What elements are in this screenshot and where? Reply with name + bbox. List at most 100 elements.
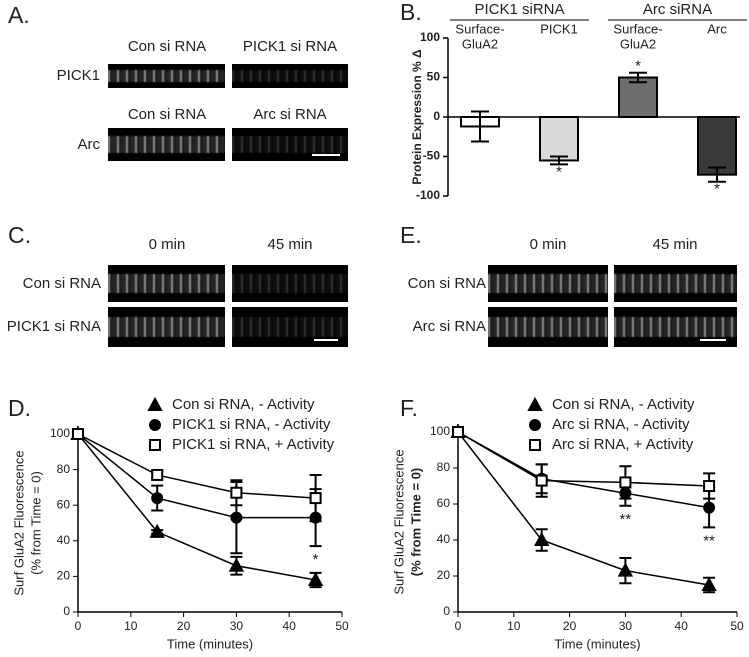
panel-label: F. [400,395,418,421]
data-point [452,426,464,438]
panel-label: A. [8,2,30,28]
x-tick-label: 20 [563,619,577,633]
data-point [151,468,164,481]
y-tick-label: 50 [427,70,441,84]
data-point [309,492,322,505]
significance: ** [620,511,632,528]
data-point [535,474,548,487]
data-point [703,480,716,492]
y-tick-label: 80 [57,462,71,476]
error-bar [471,110,489,143]
legend-label: Con si RNA, - Activity [552,396,695,413]
data-point [701,576,717,591]
column-title: 45 min [652,236,698,253]
micrograph [232,307,348,347]
data-point [703,501,716,514]
row-label: Con si RNA [407,275,486,292]
y-tick-label: 60 [57,497,71,511]
group-label: Arc siRNA [643,1,712,18]
legend-marker [529,439,541,451]
y-tick-label: 60 [437,496,451,510]
column-title: Arc si RNA [253,106,327,123]
legend-label: Arc si RNA, - Activity [552,416,690,433]
row-label: Con si RNA [22,275,101,292]
y-axis-label: Surf GluA2 Fluorescence [391,449,406,594]
y-tick-label: 80 [437,460,451,474]
error-bar [629,71,647,84]
micrograph [488,307,608,347]
x-axis-label: Time (minutes) [554,636,640,651]
panel-label: C. [8,222,31,248]
column-title: Con si RNA [127,38,207,55]
data-point [72,428,84,440]
x-tick-label: 30 [619,619,633,633]
significance: * [635,58,641,75]
series-line [457,431,710,487]
micrograph [232,265,348,302]
y-tick-label: 100 [420,30,440,44]
significance: ** [703,532,715,549]
bar [697,116,737,176]
y-tick-label: 40 [437,532,451,546]
series-line [457,431,710,509]
x-tick-label: 20 [177,619,191,633]
x-tick-label: 40 [675,619,689,633]
panel-label: D. [8,395,31,421]
data-point [534,531,550,546]
y-tick-label: -50 [423,149,441,163]
series-line [457,431,710,586]
y-tick-label: 0 [433,109,440,123]
series-line [77,433,316,499]
y-tick-label: -100 [416,188,440,202]
column-title: PICK1 si RNA [242,38,338,55]
panel-label: B. [400,0,422,25]
scale-bar [700,339,726,341]
column-title: 45 min [267,236,313,253]
micrograph [614,265,737,302]
y-axis-label: Surf GluA2 Fluorescence [11,450,26,595]
x-tick-label: 40 [283,619,297,633]
x-tick-label: 0 [75,619,82,633]
micrograph [108,128,225,161]
bar [539,116,579,162]
column-title: 0 min [529,236,567,253]
micrograph [232,128,348,161]
x-axis-label: Time (minutes) [167,636,253,651]
row-label: Arc [77,136,101,153]
x-tick-label: PICK1 [540,21,578,36]
y-tick-label: 20 [57,569,71,583]
legend-marker [149,419,161,431]
x-tick-label: Surface- [455,21,504,36]
y-tick-label: 100 [50,426,70,440]
data-point [149,523,165,538]
y-tick-label: 100 [430,424,450,438]
group-label: PICK1 siRNA [474,1,564,18]
row-label: PICK1 si RNA [6,318,101,335]
error-bar [708,166,726,183]
significance: * [556,163,562,180]
micrograph [108,64,225,88]
x-tick-label: GluA2 [620,36,656,51]
micrograph [108,307,225,347]
data-point [230,486,243,499]
data-point [619,476,632,489]
data-point [307,571,324,586]
x-tick-label: Surface- [613,21,662,36]
legend-label: Arc si RNA, + Activity [552,436,694,453]
legend-marker [529,419,541,431]
scale-bar [312,154,340,156]
y-tick-label: 20 [437,568,451,582]
x-tick-label: 10 [507,619,521,633]
micrograph [614,307,737,347]
series-line [77,433,316,581]
y-tick-label: 0 [63,604,70,618]
error-bar [550,155,568,166]
column-title: 0 min [148,236,186,253]
x-tick-label: 50 [730,619,744,633]
bar [618,76,658,118]
column-title: Con si RNA [127,106,207,123]
micrograph [488,265,608,302]
y-axis-label: Protein Expression % Δ [410,49,424,185]
